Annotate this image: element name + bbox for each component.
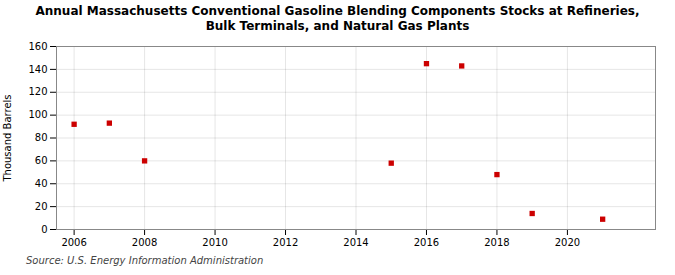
svg-text:140: 140 [28,64,47,75]
svg-text:40: 40 [35,178,48,189]
svg-text:20: 20 [35,201,48,212]
svg-text:2020: 2020 [555,237,580,248]
html-text:Source: U.S. Energy Informatio: Source: U.S. Energy Information Administ… [26,255,264,266]
svg-text:2018: 2018 [484,237,509,248]
svg-text:80: 80 [35,132,48,143]
svg-text:120: 120 [28,86,47,97]
svg-text:100: 100 [28,109,47,120]
svg-text:0: 0 [41,224,47,235]
svg-text:Thousand Barrels: Thousand Barrels [2,94,13,182]
svg-text:160: 160 [28,41,47,52]
svg-text:2010: 2010 [202,237,227,248]
svg-text:2016: 2016 [414,237,439,248]
svg-text:2008: 2008 [132,237,157,248]
svg-text:2006: 2006 [61,237,86,248]
svg-text:2012: 2012 [273,237,298,248]
svg-text:60: 60 [35,155,48,166]
html-text:Annual Massachusetts Conventio: Annual Massachusetts Conventional Gasoli… [35,4,640,33]
svg-text:2014: 2014 [343,237,368,248]
